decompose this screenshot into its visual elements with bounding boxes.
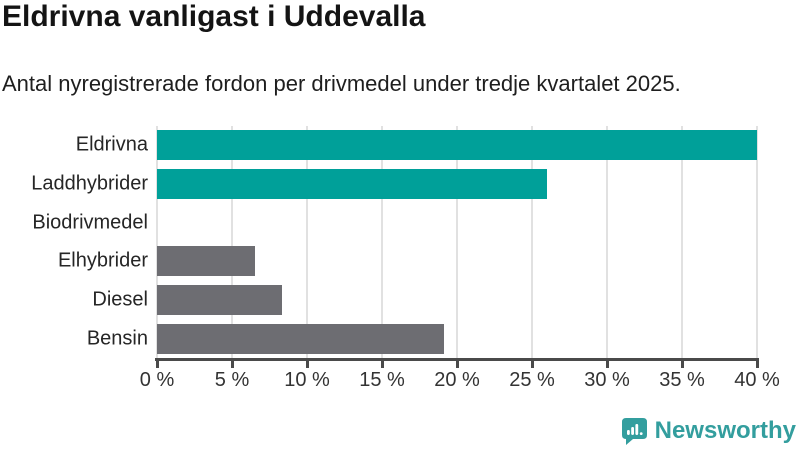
chart-row-elhybrider: Elhybrider (0, 242, 800, 281)
axis-tick-label: 35 % (659, 369, 705, 391)
axis-tick-label: 40 % (734, 369, 780, 391)
axis-tick (531, 358, 534, 368)
bar-diesel (157, 284, 282, 315)
category-label-biodrivmedel: Biodrivmedel (32, 211, 148, 234)
chart-subtitle: Antal nyregistrerade fordon per drivmede… (2, 71, 681, 96)
category-label-elhybrider: Elhybrider (57, 249, 148, 272)
axis-tick (381, 358, 384, 368)
chart-row-biodrivmedel: Biodrivmedel (0, 203, 800, 242)
axis-tick (681, 358, 684, 368)
axis-tick-label: 25 % (509, 369, 555, 391)
axis-tick (456, 358, 459, 368)
gridline (156, 126, 158, 358)
gridline (231, 126, 233, 358)
chart-row-eldrivna: Eldrivna (0, 126, 800, 165)
chart-title: Eldrivna vanligast i Uddevalla (2, 0, 426, 33)
chart-row-diesel: Diesel (0, 281, 800, 320)
bar-bensin (157, 323, 444, 354)
gridline (681, 126, 683, 358)
chart-row-bensin: Bensin (0, 319, 800, 358)
axis-tick-label: 20 % (434, 369, 480, 391)
axis-tick-label: 30 % (584, 369, 630, 391)
bar-elhybrider (157, 246, 255, 277)
category-label-bensin: Bensin (86, 327, 148, 350)
newsworthy-logo-text: Newsworthy (654, 417, 796, 444)
axis-tick (756, 358, 759, 368)
category-label-diesel: Diesel (92, 288, 148, 311)
gridline (606, 126, 608, 358)
newsworthy-logo: Newsworthy (620, 417, 796, 445)
gridline (456, 126, 458, 358)
gridline (756, 126, 758, 358)
gridline (381, 126, 383, 358)
gridline (531, 126, 533, 358)
bar-eldrivna (157, 130, 757, 161)
chart-row-laddhybrider: Laddhybrider (0, 165, 800, 204)
axis-tick-label: 0 % (139, 369, 175, 391)
category-label-eldrivna: Eldrivna (75, 133, 148, 156)
newsworthy-logo-icon (621, 418, 647, 445)
bar-chart: Eldrivna Laddhybrider Biodrivmedel Elhybrid… (0, 126, 800, 358)
axis-tick (156, 358, 159, 368)
axis-tick-label: 10 % (284, 369, 330, 391)
axis-tick (306, 358, 309, 368)
gridline (306, 126, 308, 358)
axis-tick (231, 358, 234, 368)
axis-tick-label: 15 % (359, 369, 405, 391)
axis-tick-label: 5 % (214, 369, 250, 391)
category-label-laddhybrider: Laddhybrider (31, 172, 148, 195)
axis-tick (606, 358, 609, 368)
bar-laddhybrider (157, 168, 547, 199)
